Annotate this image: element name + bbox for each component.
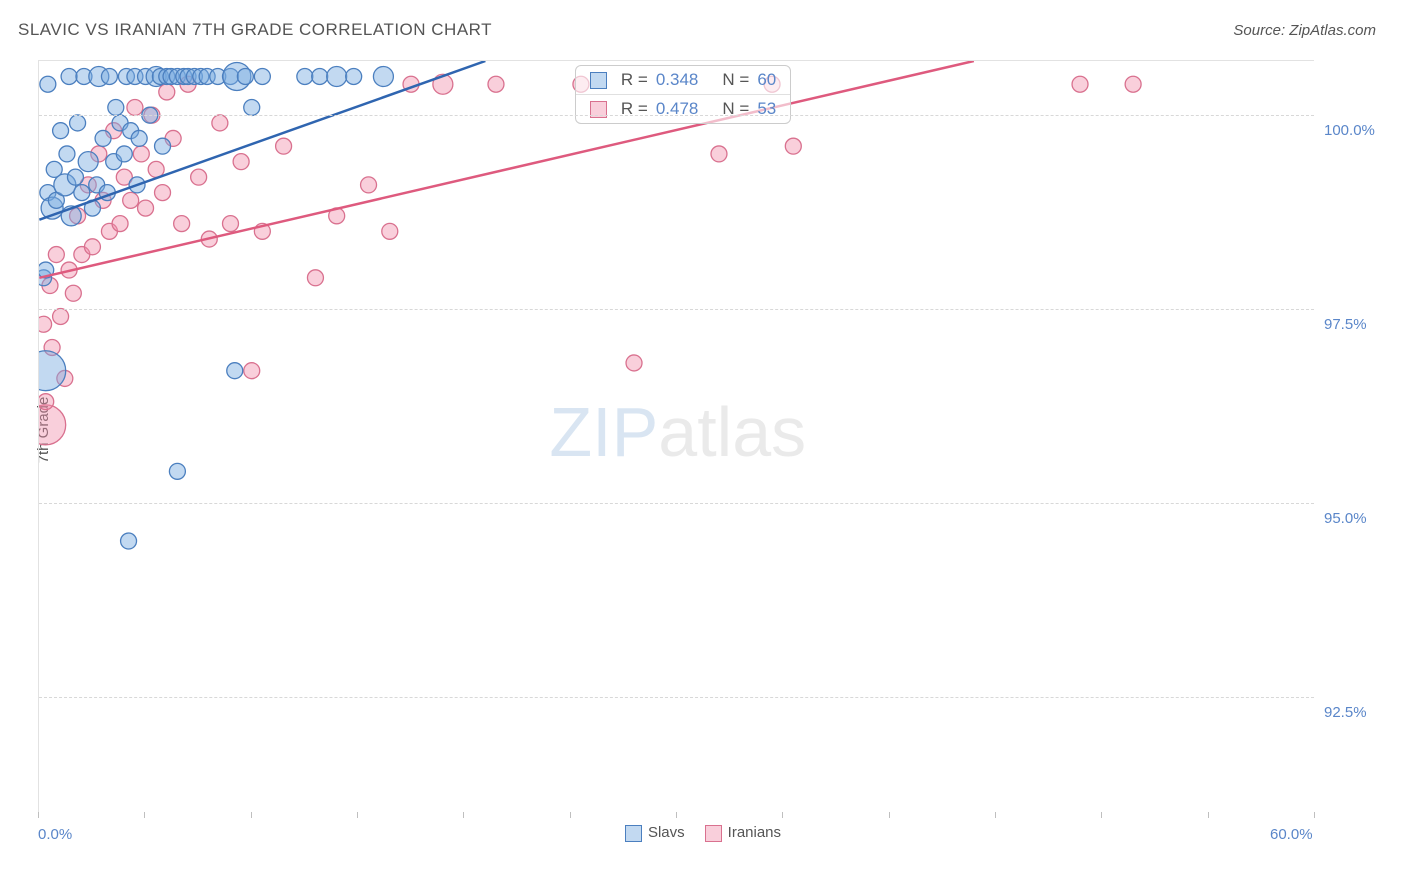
data-point (212, 115, 228, 131)
data-point (169, 463, 185, 479)
data-point (327, 66, 347, 86)
x-tick (38, 812, 39, 818)
x-tick (1208, 812, 1209, 818)
x-tick (1314, 812, 1315, 818)
data-point (108, 99, 124, 115)
data-point (1125, 76, 1141, 92)
data-point (84, 239, 100, 255)
data-point (626, 355, 642, 371)
data-point (373, 66, 393, 86)
data-point (244, 363, 260, 379)
y-tick-label: 95.0% (1324, 510, 1367, 527)
series-legend-item: Iranians (705, 824, 781, 842)
data-point (174, 216, 190, 232)
data-point (155, 185, 171, 201)
data-point (116, 146, 132, 162)
data-point (131, 130, 147, 146)
x-tick (676, 812, 677, 818)
data-point (159, 84, 175, 100)
chart-container: SLAVIC VS IRANIAN 7TH GRADE CORRELATION … (0, 0, 1406, 892)
data-point (254, 68, 270, 84)
data-point (78, 152, 98, 172)
x-tick (889, 812, 890, 818)
legend-row: R =0.478N =53 (576, 94, 790, 123)
data-point (1072, 76, 1088, 92)
data-point (244, 99, 260, 115)
data-point (307, 270, 323, 286)
x-tick-label: 60.0% (1270, 826, 1313, 843)
legend-swatch (590, 72, 607, 89)
source-prefix: Source: (1233, 22, 1289, 39)
legend-R-value: 0.348 (656, 70, 699, 90)
data-point (711, 146, 727, 162)
data-point (276, 138, 292, 154)
data-point (155, 138, 171, 154)
data-point (233, 154, 249, 170)
data-point (346, 68, 362, 84)
data-point (48, 247, 64, 263)
data-point (61, 68, 77, 84)
data-point (312, 68, 328, 84)
x-tick (1101, 812, 1102, 818)
x-tick (570, 812, 571, 818)
data-point (39, 316, 52, 332)
x-tick (144, 812, 145, 818)
legend-row: R = 0.348 N = 60 (576, 66, 790, 94)
data-point (39, 405, 66, 445)
plot-area: ZIPatlas R =0.348N =60R =0.478N =53 (38, 60, 1314, 812)
source-name: ZipAtlas.com (1289, 22, 1376, 39)
data-point (112, 216, 128, 232)
x-tick (251, 812, 252, 818)
data-point (39, 394, 54, 410)
legend-R-label: R = (621, 70, 648, 90)
x-tick (357, 812, 358, 818)
y-tick-label: 92.5% (1324, 704, 1367, 721)
data-point (95, 130, 111, 146)
gridline (39, 503, 1314, 504)
data-point (53, 309, 69, 325)
x-tick (782, 812, 783, 818)
data-point (227, 363, 243, 379)
series-legend-label: Iranians (728, 824, 781, 841)
data-point (121, 533, 137, 549)
gridline (39, 115, 1314, 116)
data-point (191, 169, 207, 185)
data-point (74, 185, 90, 201)
x-tick-label: 0.0% (38, 826, 72, 843)
data-point (382, 223, 398, 239)
chart-svg (39, 61, 1314, 812)
data-point (361, 177, 377, 193)
data-point (59, 146, 75, 162)
data-point (40, 76, 56, 92)
gridline (39, 697, 1314, 698)
data-point (67, 169, 83, 185)
data-point (785, 138, 801, 154)
gridline (39, 309, 1314, 310)
series-legend-label: Slavs (648, 824, 685, 841)
data-point (133, 146, 149, 162)
legend-N-label: N = (722, 70, 749, 90)
series-legend: Slavs Iranians (0, 824, 1406, 842)
legend-swatch (625, 825, 642, 842)
source-label: Source: ZipAtlas.com (1233, 22, 1376, 39)
data-point (65, 285, 81, 301)
data-point (70, 115, 86, 131)
legend-N-value: 60 (757, 70, 776, 90)
data-point (127, 99, 143, 115)
chart-title: SLAVIC VS IRANIAN 7TH GRADE CORRELATION … (18, 20, 492, 40)
data-point (53, 123, 69, 139)
legend-swatch (705, 825, 722, 842)
x-tick (995, 812, 996, 818)
data-point (237, 68, 253, 84)
y-tick-label: 97.5% (1324, 316, 1367, 333)
x-tick (463, 812, 464, 818)
data-point (123, 192, 139, 208)
data-point (297, 68, 313, 84)
y-tick-label: 100.0% (1324, 122, 1375, 139)
data-point (138, 200, 154, 216)
data-point (488, 76, 504, 92)
data-point (101, 68, 117, 84)
series-legend-item: Slavs (625, 824, 685, 842)
data-point (223, 216, 239, 232)
